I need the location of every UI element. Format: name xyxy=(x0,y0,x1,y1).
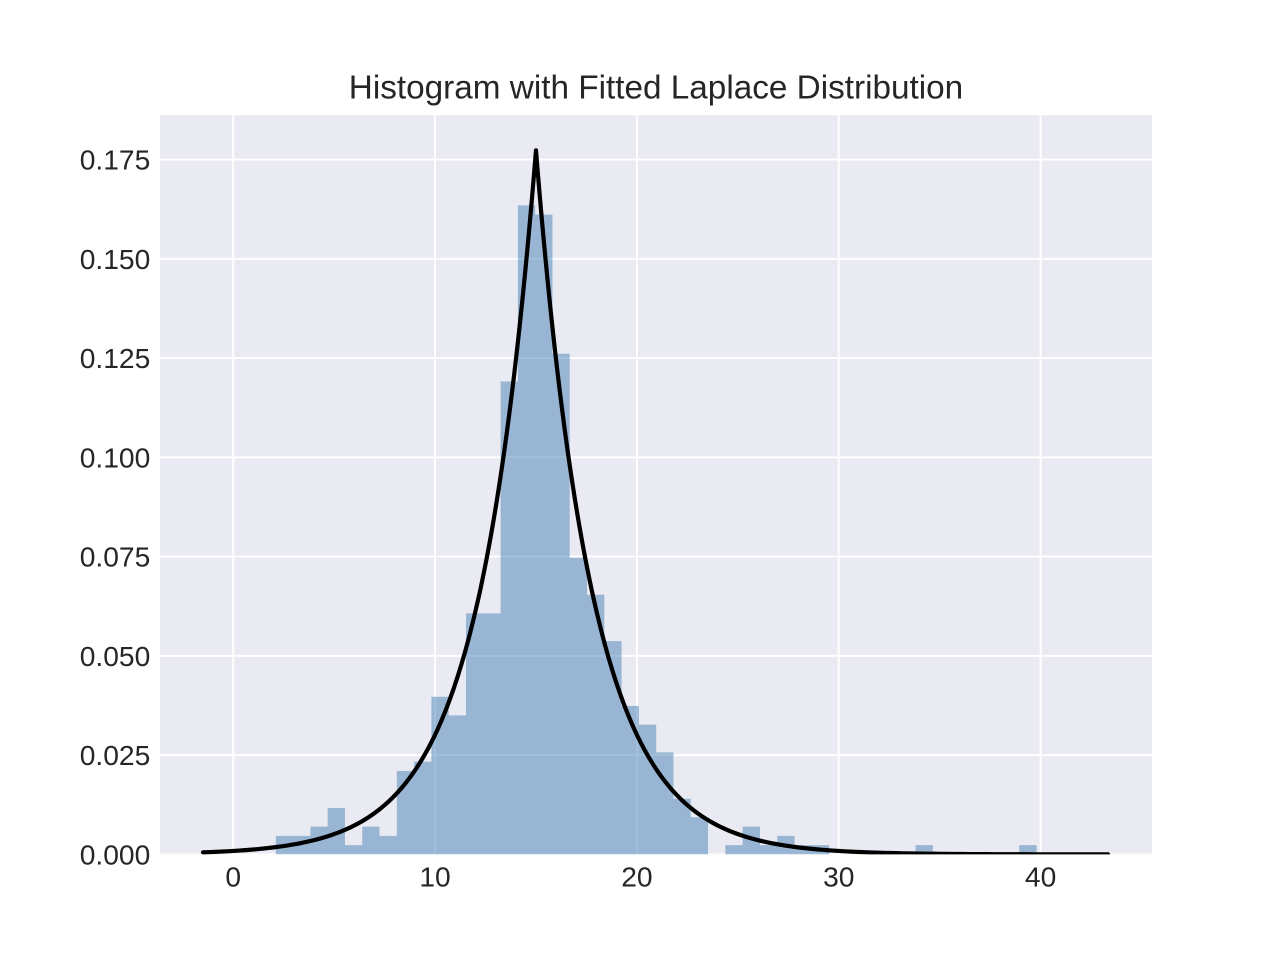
svg-text:0.175: 0.175 xyxy=(80,144,151,176)
svg-text:40: 40 xyxy=(1025,861,1056,893)
svg-text:0.150: 0.150 xyxy=(80,243,151,275)
svg-text:20: 20 xyxy=(621,861,652,893)
svg-text:0.075: 0.075 xyxy=(80,541,151,573)
svg-text:0.100: 0.100 xyxy=(80,441,151,473)
svg-text:0.050: 0.050 xyxy=(80,640,151,672)
svg-text:0: 0 xyxy=(225,861,241,893)
svg-text:30: 30 xyxy=(823,861,854,893)
svg-text:0.125: 0.125 xyxy=(80,342,151,374)
svg-text:Histogram with Fitted Laplace: Histogram with Fitted Laplace Distributi… xyxy=(349,69,963,106)
svg-text:0.000: 0.000 xyxy=(80,838,151,870)
svg-text:0.025: 0.025 xyxy=(80,739,151,771)
svg-text:10: 10 xyxy=(419,861,450,893)
